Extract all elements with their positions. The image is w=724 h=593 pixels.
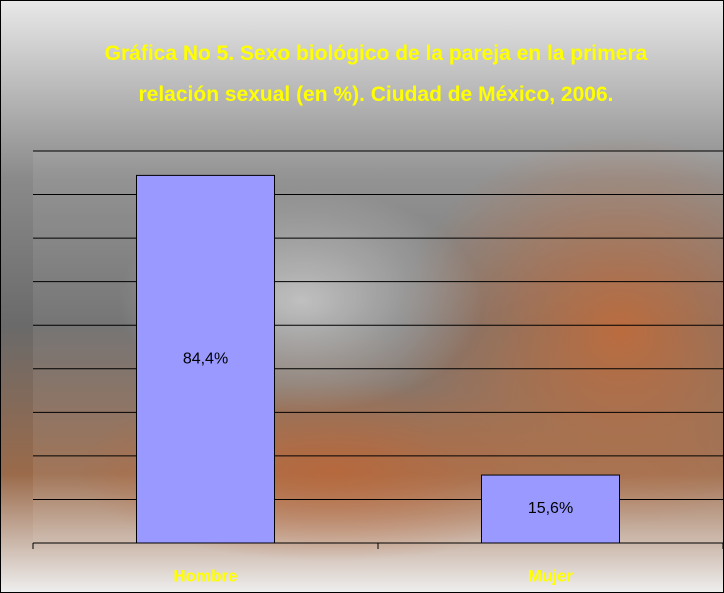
x-tick-label: Mujer (528, 566, 574, 585)
chart: Hombre 84,4% Mujer 15,6% Gráfica No 5. Sexo… (0, 0, 724, 593)
chart-title: Gráfica No 5. Sexo biológico de la parej… (71, 33, 681, 115)
x-tick-label: Hombre (173, 566, 237, 585)
data-label: 84,4% (183, 350, 228, 367)
data-label: 15,6% (528, 500, 573, 517)
